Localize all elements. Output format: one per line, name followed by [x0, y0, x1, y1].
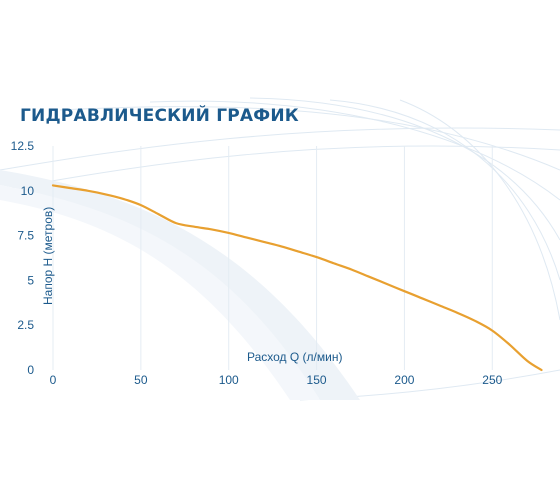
y-tick-label: 10 [21, 184, 35, 198]
series-line-head-curve [51, 184, 543, 372]
x-tick-label: 0 [50, 373, 57, 387]
background-swoosh [0, 170, 360, 400]
y-tick-label: 7.5 [17, 229, 34, 243]
background-swoosh-inner [0, 185, 320, 400]
y-tick-label: 2.5 [17, 318, 34, 332]
background-wave-decoration [0, 97, 560, 401]
y-axis-ticks: 0 2.5 5 7.5 10 12.5 [11, 139, 35, 377]
x-tick-label: 200 [394, 373, 414, 387]
y-axis-label: Напор Н (метров) [41, 207, 55, 305]
chart-title: ГИДРАВЛИЧЕСКИЙ ГРАФИК [20, 104, 299, 126]
y-tick-label: 0 [27, 363, 34, 377]
x-tick-label: 150 [307, 373, 327, 387]
x-axis-ticks: 0 50 100 150 200 250 [50, 373, 503, 387]
x-tick-label: 100 [219, 373, 239, 387]
x-tick-label: 250 [482, 373, 502, 387]
x-axis-label: Расход Q (л/мин) [247, 350, 342, 364]
x-tick-label: 50 [134, 373, 148, 387]
y-tick-label: 5 [27, 273, 34, 287]
y-tick-label: 12.5 [11, 139, 35, 153]
